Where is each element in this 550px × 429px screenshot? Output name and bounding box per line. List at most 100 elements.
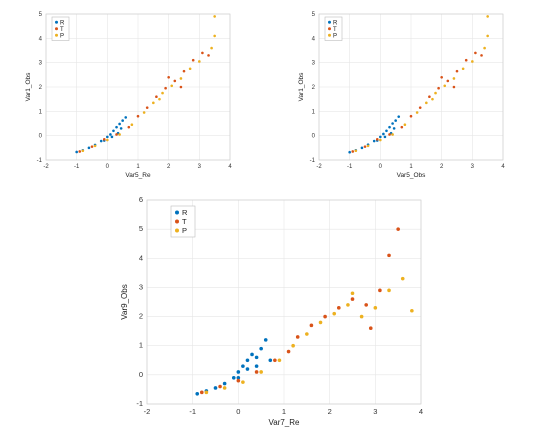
- point-series-r: [348, 150, 351, 154]
- point-series-r: [241, 364, 245, 368]
- point-series-t: [446, 79, 450, 83]
- legend-marker-r: [175, 210, 179, 215]
- point-series-t: [388, 133, 391, 136]
- x-axis-label: Var5_Obs: [397, 172, 427, 179]
- point-series-r: [391, 122, 394, 125]
- point-series-t: [173, 79, 177, 83]
- point-series-t: [350, 297, 355, 301]
- x-tick-label: 1: [409, 164, 413, 170]
- legend: RTP: [51, 16, 70, 41]
- point-series-p: [277, 358, 282, 363]
- y-tick-label: -1: [310, 158, 316, 164]
- point-series-p: [130, 123, 134, 127]
- y-tick-label: 1: [139, 341, 143, 350]
- x-tick-label: -2: [316, 164, 322, 170]
- x-tick-label: 2: [328, 407, 332, 416]
- x-tick-label: -1: [74, 164, 80, 170]
- point-series-p: [354, 149, 358, 153]
- y-tick-label: -1: [136, 399, 143, 408]
- point-series-r: [263, 338, 268, 342]
- point-series-t: [323, 314, 327, 319]
- point-series-r: [382, 132, 385, 136]
- point-series-t: [400, 125, 404, 129]
- y-tick-label: 0: [139, 370, 143, 379]
- point-series-p: [188, 67, 192, 71]
- point-series-t: [428, 95, 431, 99]
- legend-marker-t: [55, 27, 58, 31]
- y-axis-label: Var9_Obs: [120, 284, 129, 319]
- point-series-p: [387, 288, 391, 293]
- x-tick-label: -2: [43, 164, 49, 170]
- point-series-r: [254, 355, 259, 360]
- point-series-p: [471, 60, 474, 63]
- point-series-r: [254, 364, 259, 368]
- point-series-r: [118, 122, 121, 126]
- point-series-p: [170, 84, 174, 88]
- point-series-r: [394, 119, 397, 122]
- point-series-t: [191, 58, 195, 62]
- axes-frame: [45, 13, 231, 161]
- point-series-t: [90, 145, 94, 148]
- legend-marker-r: [55, 20, 58, 24]
- legend: RTP: [324, 16, 343, 41]
- point-series-p: [379, 138, 382, 142]
- legend-marker-p: [175, 228, 179, 233]
- y-tick-label: 2: [139, 312, 143, 321]
- point-series-p: [332, 311, 337, 316]
- legend-label-p: P: [333, 33, 337, 39]
- point-series-p: [350, 291, 355, 296]
- point-series-p: [443, 84, 447, 88]
- point-series-r: [383, 135, 387, 139]
- point-series-r: [99, 139, 103, 143]
- point-series-t: [273, 358, 277, 363]
- point-series-r: [87, 146, 91, 150]
- point-series-t: [164, 86, 167, 90]
- y-tick-label: 0: [39, 134, 43, 140]
- point-series-t: [207, 54, 210, 57]
- point-series-p: [305, 332, 309, 336]
- point-series-p: [486, 34, 489, 38]
- x-tick-label: 3: [198, 164, 202, 170]
- point-series-r: [385, 129, 388, 133]
- point-series-r: [268, 358, 273, 363]
- point-series-p: [213, 15, 216, 18]
- legend-label-t: T: [333, 27, 337, 33]
- point-series-p: [403, 123, 407, 127]
- point-series-p: [142, 111, 146, 114]
- point-series-p: [373, 306, 378, 310]
- point-series-r: [392, 127, 396, 130]
- point-series-r: [213, 386, 218, 390]
- point-series-t: [437, 86, 440, 90]
- legend-marker-t: [328, 27, 331, 31]
- y-tick-label: 6: [139, 195, 143, 204]
- point-series-r: [250, 352, 254, 357]
- y-tick-label: 3: [312, 61, 316, 67]
- point-series-t: [200, 390, 204, 395]
- point-series-t: [337, 306, 341, 310]
- point-series-t: [102, 138, 106, 141]
- point-series-r: [75, 150, 78, 154]
- point-series-r: [372, 139, 376, 143]
- point-series-t: [364, 303, 369, 307]
- point-series-t: [182, 69, 186, 73]
- y-tick-label: -1: [37, 158, 43, 164]
- point-series-r: [245, 367, 250, 371]
- point-series-p: [452, 77, 456, 80]
- point-series-t: [155, 95, 158, 99]
- x-tick-label: 1: [136, 164, 140, 170]
- point-series-t: [440, 75, 443, 79]
- point-series-p: [93, 144, 97, 148]
- point-series-t: [309, 323, 314, 328]
- point-series-r: [259, 346, 263, 351]
- y-tick-label: 3: [39, 61, 43, 67]
- point-series-t: [115, 133, 118, 136]
- point-series-t: [378, 288, 382, 293]
- point-series-p: [241, 380, 245, 384]
- point-series-p: [213, 34, 216, 38]
- point-series-r: [121, 119, 124, 122]
- point-series-p: [158, 97, 161, 101]
- point-series-p: [434, 91, 437, 95]
- legend-label-r: R: [60, 20, 65, 26]
